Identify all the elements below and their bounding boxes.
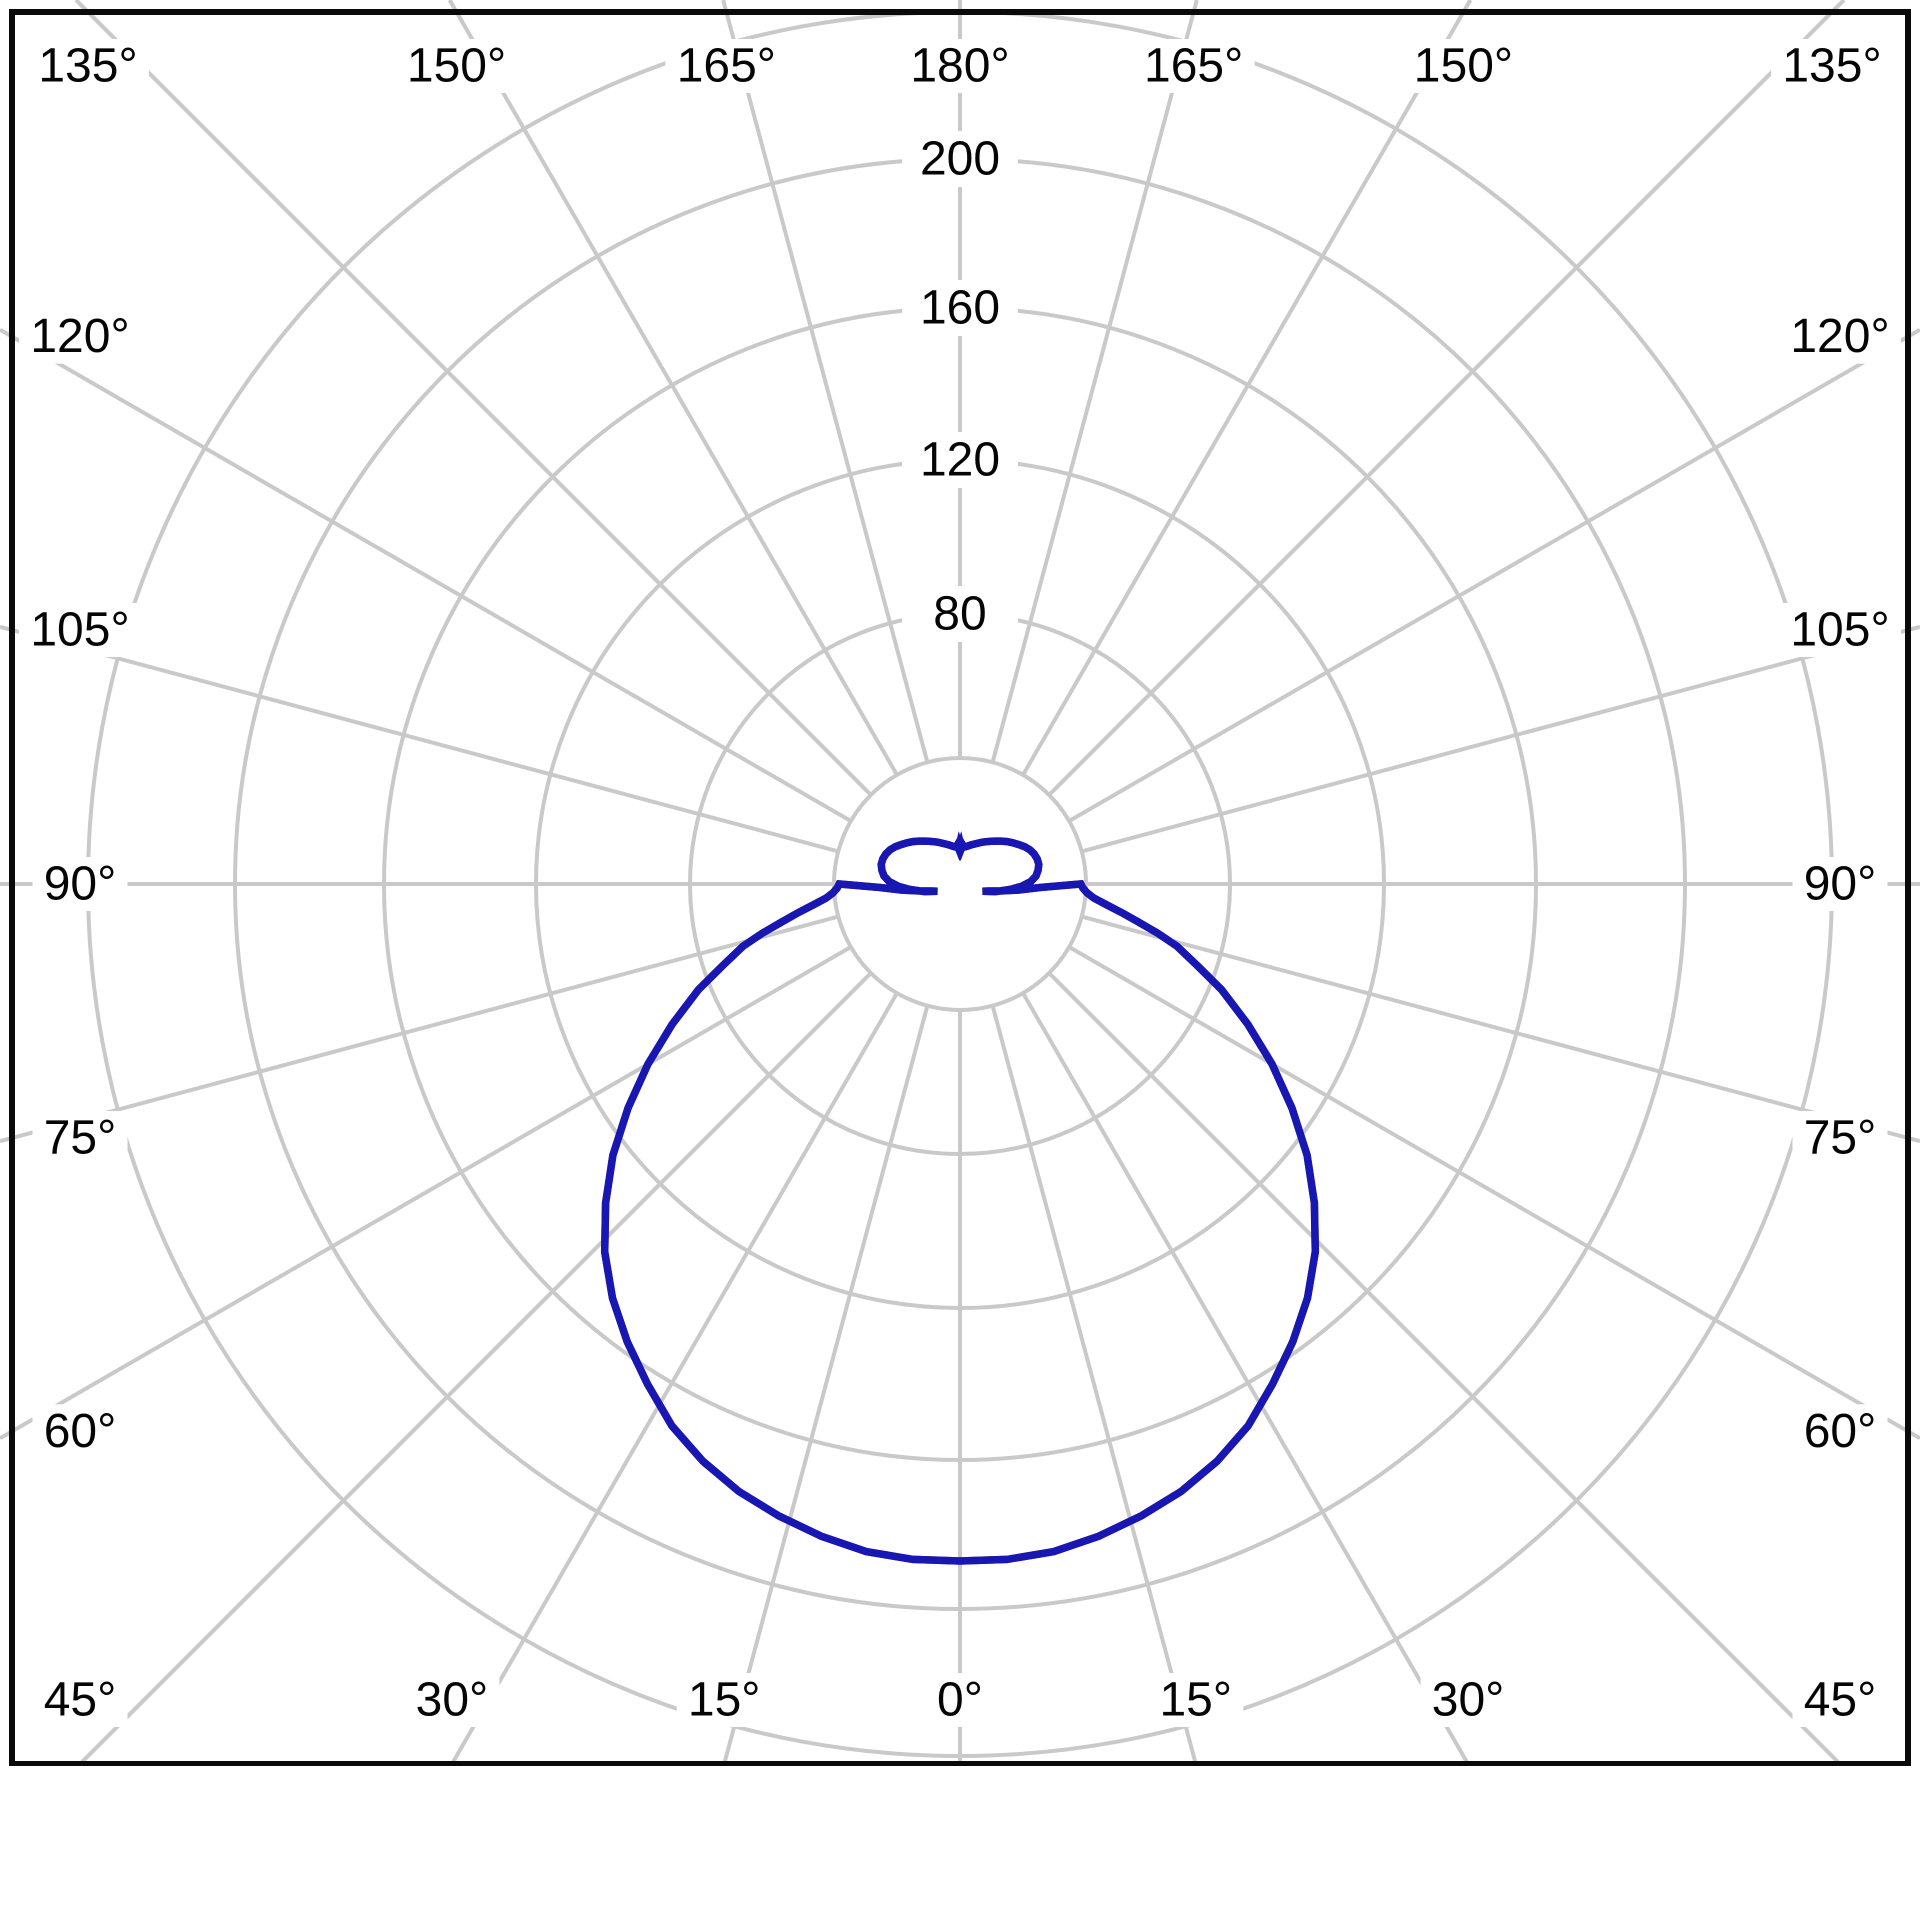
angle-label-mask [1779,602,1901,657]
angle-label: 45° [44,1674,117,1727]
angle-label-mask [395,39,518,93]
legend-area: cd/klm η = 74% C0 - C180 C90 - C270 [0,1766,1920,1920]
plot-border [9,9,1911,1767]
angle-label-mask [665,39,788,93]
angle-label-mask [1792,1404,1888,1459]
angle-label: 135° [1782,40,1881,93]
angle-label: 15° [1159,1674,1232,1727]
angle-label-mask [1792,1111,1888,1166]
angle-label-mask [1132,39,1255,93]
angle-label-mask [19,309,141,364]
ring-grid-circle [832,756,1088,1012]
radial-grid-line [78,971,873,1766]
angle-label-mask [1420,1673,1516,1727]
radial-grid-line [721,0,930,763]
polar-grid [0,0,1920,1766]
angle-label-mask [926,1673,994,1727]
angle-label-mask [1792,857,1888,911]
angle-label-mask [19,602,141,657]
angle-label: 15° [688,1674,761,1727]
angle-label-mask [1148,1673,1244,1727]
angle-label: 90° [1804,858,1877,911]
angle-label: 105° [1790,603,1889,656]
ring-label: 80 [933,588,986,641]
angle-label: 75° [44,1112,117,1165]
radial-grid-line [1047,971,1842,1766]
angle-label-mask [1402,39,1525,93]
radial-grid-line [1068,945,1920,1440]
radial-grid-line [0,328,852,823]
angle-label-mask [32,1404,128,1459]
angle-label: 165° [1144,40,1243,93]
angle-label: 0° [937,1674,983,1727]
angle-label-mask [32,1673,128,1727]
angle-label-mask [32,1111,128,1166]
angle-label-mask [1771,39,1893,93]
angle-label-mask [1779,309,1901,364]
angle-label: 60° [44,1405,117,1458]
angle-label-mask [404,1673,500,1727]
radial-grid-line [450,992,899,1766]
radial-grid-line [1068,328,1920,823]
radial-grid-line [722,1005,930,1765]
angle-label: 30° [1432,1674,1505,1727]
angle-label: 45° [1804,1674,1877,1727]
ring-label: 120 [920,434,1000,487]
angle-label: 120° [30,310,129,363]
angle-label: 30° [416,1674,489,1727]
angle-label: 150° [1414,40,1513,93]
angle-label-mask [27,39,149,93]
ring-label-mask [902,280,1018,336]
angle-label: 165° [677,40,776,93]
c90-c270-curve [600,831,1320,1565]
angle-label: 75° [1804,1112,1877,1165]
angle-label: 90° [44,858,117,911]
angle-label: 180° [910,40,1009,93]
angle-label: 150° [407,40,506,93]
angle-label: 60° [1804,1405,1877,1458]
radial-grid-line [447,0,899,776]
angle-label-mask [676,1673,772,1727]
radial-grid-line [1021,0,1473,776]
radial-axis-labels: 80 120 160 200 [902,131,1018,642]
angle-label: 120° [1790,310,1889,363]
radial-grid-line [0,945,852,1440]
radial-grid-line [1021,992,1470,1766]
angle-label: 135° [38,40,137,93]
radial-grid-line [1047,0,1846,797]
radial-grid-line [990,0,1199,763]
angle-label-mask [899,39,1021,93]
ring-label: 200 [920,133,1000,186]
angle-label-mask [1792,1673,1888,1727]
ring-label-mask [902,586,1018,642]
ring-label: 160 [920,282,1000,335]
ring-label-mask [902,432,1018,488]
radial-grid-line [990,1005,1198,1765]
ring-label-mask [902,131,1018,187]
angle-labels: 0° 15° 15° 30° 30° 45° 45° 60° 60° 75° 75° 90° 90° 10… [19,39,1901,1727]
radial-grid-line [74,0,873,797]
angle-label: 105° [30,603,129,656]
angle-label-mask [32,857,128,911]
